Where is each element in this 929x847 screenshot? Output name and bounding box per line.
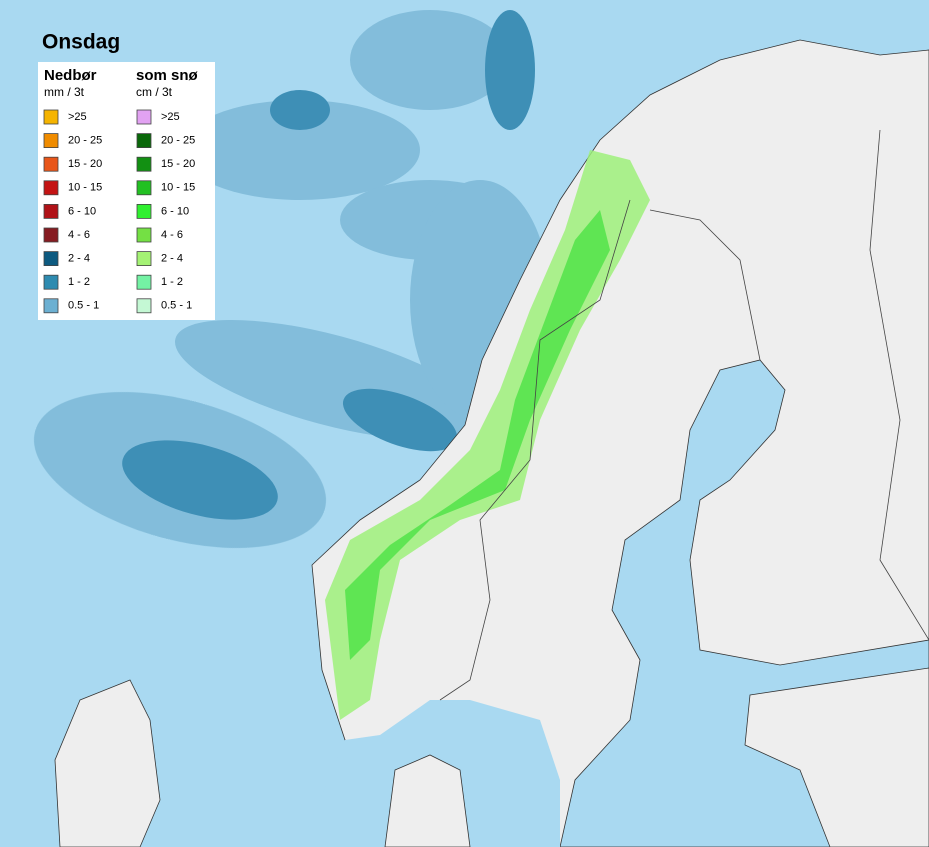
legend-swatch xyxy=(136,133,152,149)
legend-swatch xyxy=(136,227,152,243)
legend-title: som snø xyxy=(136,67,199,84)
legend-swatch xyxy=(136,251,152,267)
legend-label: 0.5 - 1 xyxy=(161,300,192,312)
legend-swatch xyxy=(43,203,59,219)
legend-box xyxy=(38,62,215,320)
legend-label: 4 - 6 xyxy=(68,229,90,241)
legend-unit: mm / 3t xyxy=(44,85,85,99)
map-title: Onsdag xyxy=(42,31,120,54)
legend-swatch xyxy=(43,109,59,125)
legend-label: 2 - 4 xyxy=(68,253,90,265)
precip-cores xyxy=(122,10,535,520)
legend-swatch xyxy=(136,274,152,290)
legend-label: >25 xyxy=(68,111,87,123)
baltic-states xyxy=(744,667,929,847)
scandinavia-land xyxy=(311,39,929,847)
scotland xyxy=(54,679,161,847)
legend-label: 1 - 2 xyxy=(68,276,90,288)
legend-swatch xyxy=(43,156,59,172)
legend-label: 6 - 10 xyxy=(161,205,189,217)
legend-label: 4 - 6 xyxy=(161,229,183,241)
legend-label: 1 - 2 xyxy=(161,276,183,288)
legend-swatch xyxy=(136,156,152,172)
legend-label: 20 - 25 xyxy=(68,135,102,147)
legend-swatch xyxy=(43,274,59,290)
legend-unit: cm / 3t xyxy=(136,85,173,99)
legend-label: 20 - 25 xyxy=(161,135,195,147)
legend-label: 15 - 20 xyxy=(161,158,195,170)
legend-label: >25 xyxy=(161,111,180,123)
legend-swatch xyxy=(43,180,59,196)
snow-core xyxy=(345,210,610,660)
denmark xyxy=(384,754,471,847)
legend-title: Nedbør xyxy=(44,67,97,84)
legend-swatch xyxy=(136,203,152,219)
legend-swatch xyxy=(136,109,152,125)
legend-swatch xyxy=(136,180,152,196)
legend-label: 6 - 10 xyxy=(68,205,96,217)
legend-label: 0.5 - 1 xyxy=(68,300,99,312)
legend-swatch xyxy=(136,298,152,314)
legend-swatch xyxy=(43,298,59,314)
legend-swatch xyxy=(43,251,59,267)
borders xyxy=(439,129,929,701)
legend-swatch xyxy=(43,227,59,243)
legend-label: 2 - 4 xyxy=(161,253,183,265)
legend-rows: >25 20 - 25 15 - 20 10 - 15 6 - 10 4 - 6 2 - 4… xyxy=(43,109,195,314)
legend-label: 10 - 15 xyxy=(68,182,102,194)
legend-swatch xyxy=(43,133,59,149)
legend-label: 10 - 15 xyxy=(161,182,195,194)
legend-label: 15 - 20 xyxy=(68,158,102,170)
